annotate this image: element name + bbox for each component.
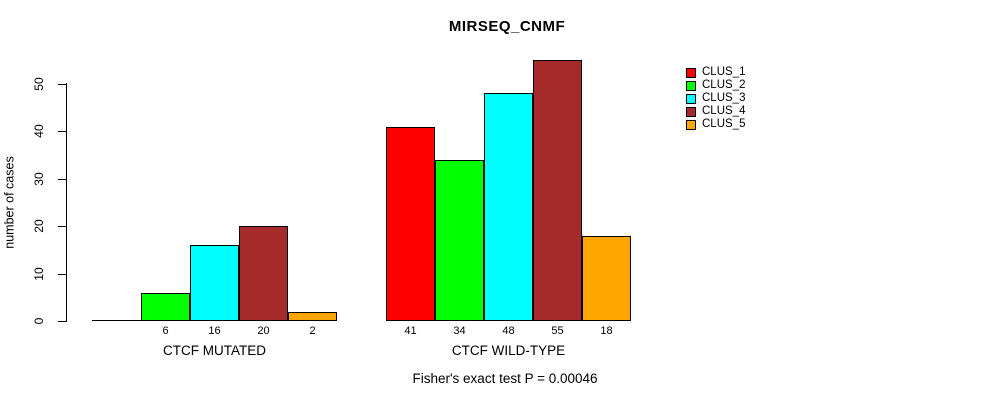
legend-label: CLUS_5	[702, 118, 746, 130]
y-tick-label: 20	[32, 219, 46, 233]
y-tick-label: 0	[32, 317, 46, 325]
legend-label: CLUS_2	[702, 79, 746, 91]
bar-value-label: 2	[309, 325, 316, 337]
bar	[533, 60, 582, 321]
bar	[435, 160, 484, 321]
bar	[484, 93, 533, 321]
legend-row: CLUS_1	[686, 66, 745, 79]
legend-row: CLUS_5	[686, 118, 745, 131]
bar-value-label: 20	[257, 325, 270, 337]
y-tick-label: 50	[32, 77, 46, 91]
y-tick	[58, 226, 66, 227]
legend-row: CLUS_3	[686, 92, 745, 105]
legend-label: CLUS_3	[702, 92, 746, 104]
legend-swatch-clus_1	[686, 67, 696, 78]
y-tick	[58, 179, 66, 180]
legend-row: CLUS_2	[686, 79, 745, 92]
chart-title: MIRSEQ_CNMF	[448, 18, 566, 35]
legend-swatch-clus_5	[686, 119, 696, 130]
fisher-test-footnote: Fisher's exact test P = 0.00046	[412, 371, 598, 386]
bar	[239, 226, 288, 321]
y-tick	[58, 131, 66, 132]
legend: CLUS_1 CLUS_2 CLUS_3 CLUS_4 CLUS_5	[686, 66, 745, 131]
bar	[92, 320, 141, 321]
y-tick	[58, 274, 66, 275]
y-tick	[58, 84, 66, 85]
bar-value-label: 6	[162, 325, 169, 337]
bar-value-label: 41	[404, 325, 417, 337]
bar	[141, 293, 190, 321]
legend-label: CLUS_4	[702, 105, 746, 117]
legend-swatch-clus_2	[686, 80, 696, 91]
y-tick	[58, 321, 66, 322]
bar-value-label: 18	[600, 325, 613, 337]
bar-value-label: 48	[502, 325, 515, 337]
y-axis-title: number of cases	[2, 156, 17, 249]
bar-value-label: 16	[208, 325, 221, 337]
bar-value-label: 55	[551, 325, 564, 337]
bar-value-label: 34	[453, 325, 466, 337]
bar	[288, 312, 337, 321]
y-tick-label: 40	[32, 124, 46, 138]
bar	[190, 245, 239, 321]
bar	[386, 127, 435, 321]
legend-label: CLUS_1	[702, 66, 746, 78]
y-tick-label: 10	[32, 267, 46, 281]
x-group-label-ctcf-wild-type: CTCF WILD-TYPE	[451, 343, 566, 358]
legend-row: CLUS_4	[686, 105, 745, 118]
legend-swatch-clus_3	[686, 93, 696, 104]
legend-swatch-clus_4	[686, 106, 696, 117]
y-tick-label: 30	[32, 172, 46, 186]
x-group-label-ctcf-mutated: CTCF MUTATED	[163, 343, 266, 358]
bar	[582, 236, 631, 321]
y-axis-line	[66, 83, 67, 322]
